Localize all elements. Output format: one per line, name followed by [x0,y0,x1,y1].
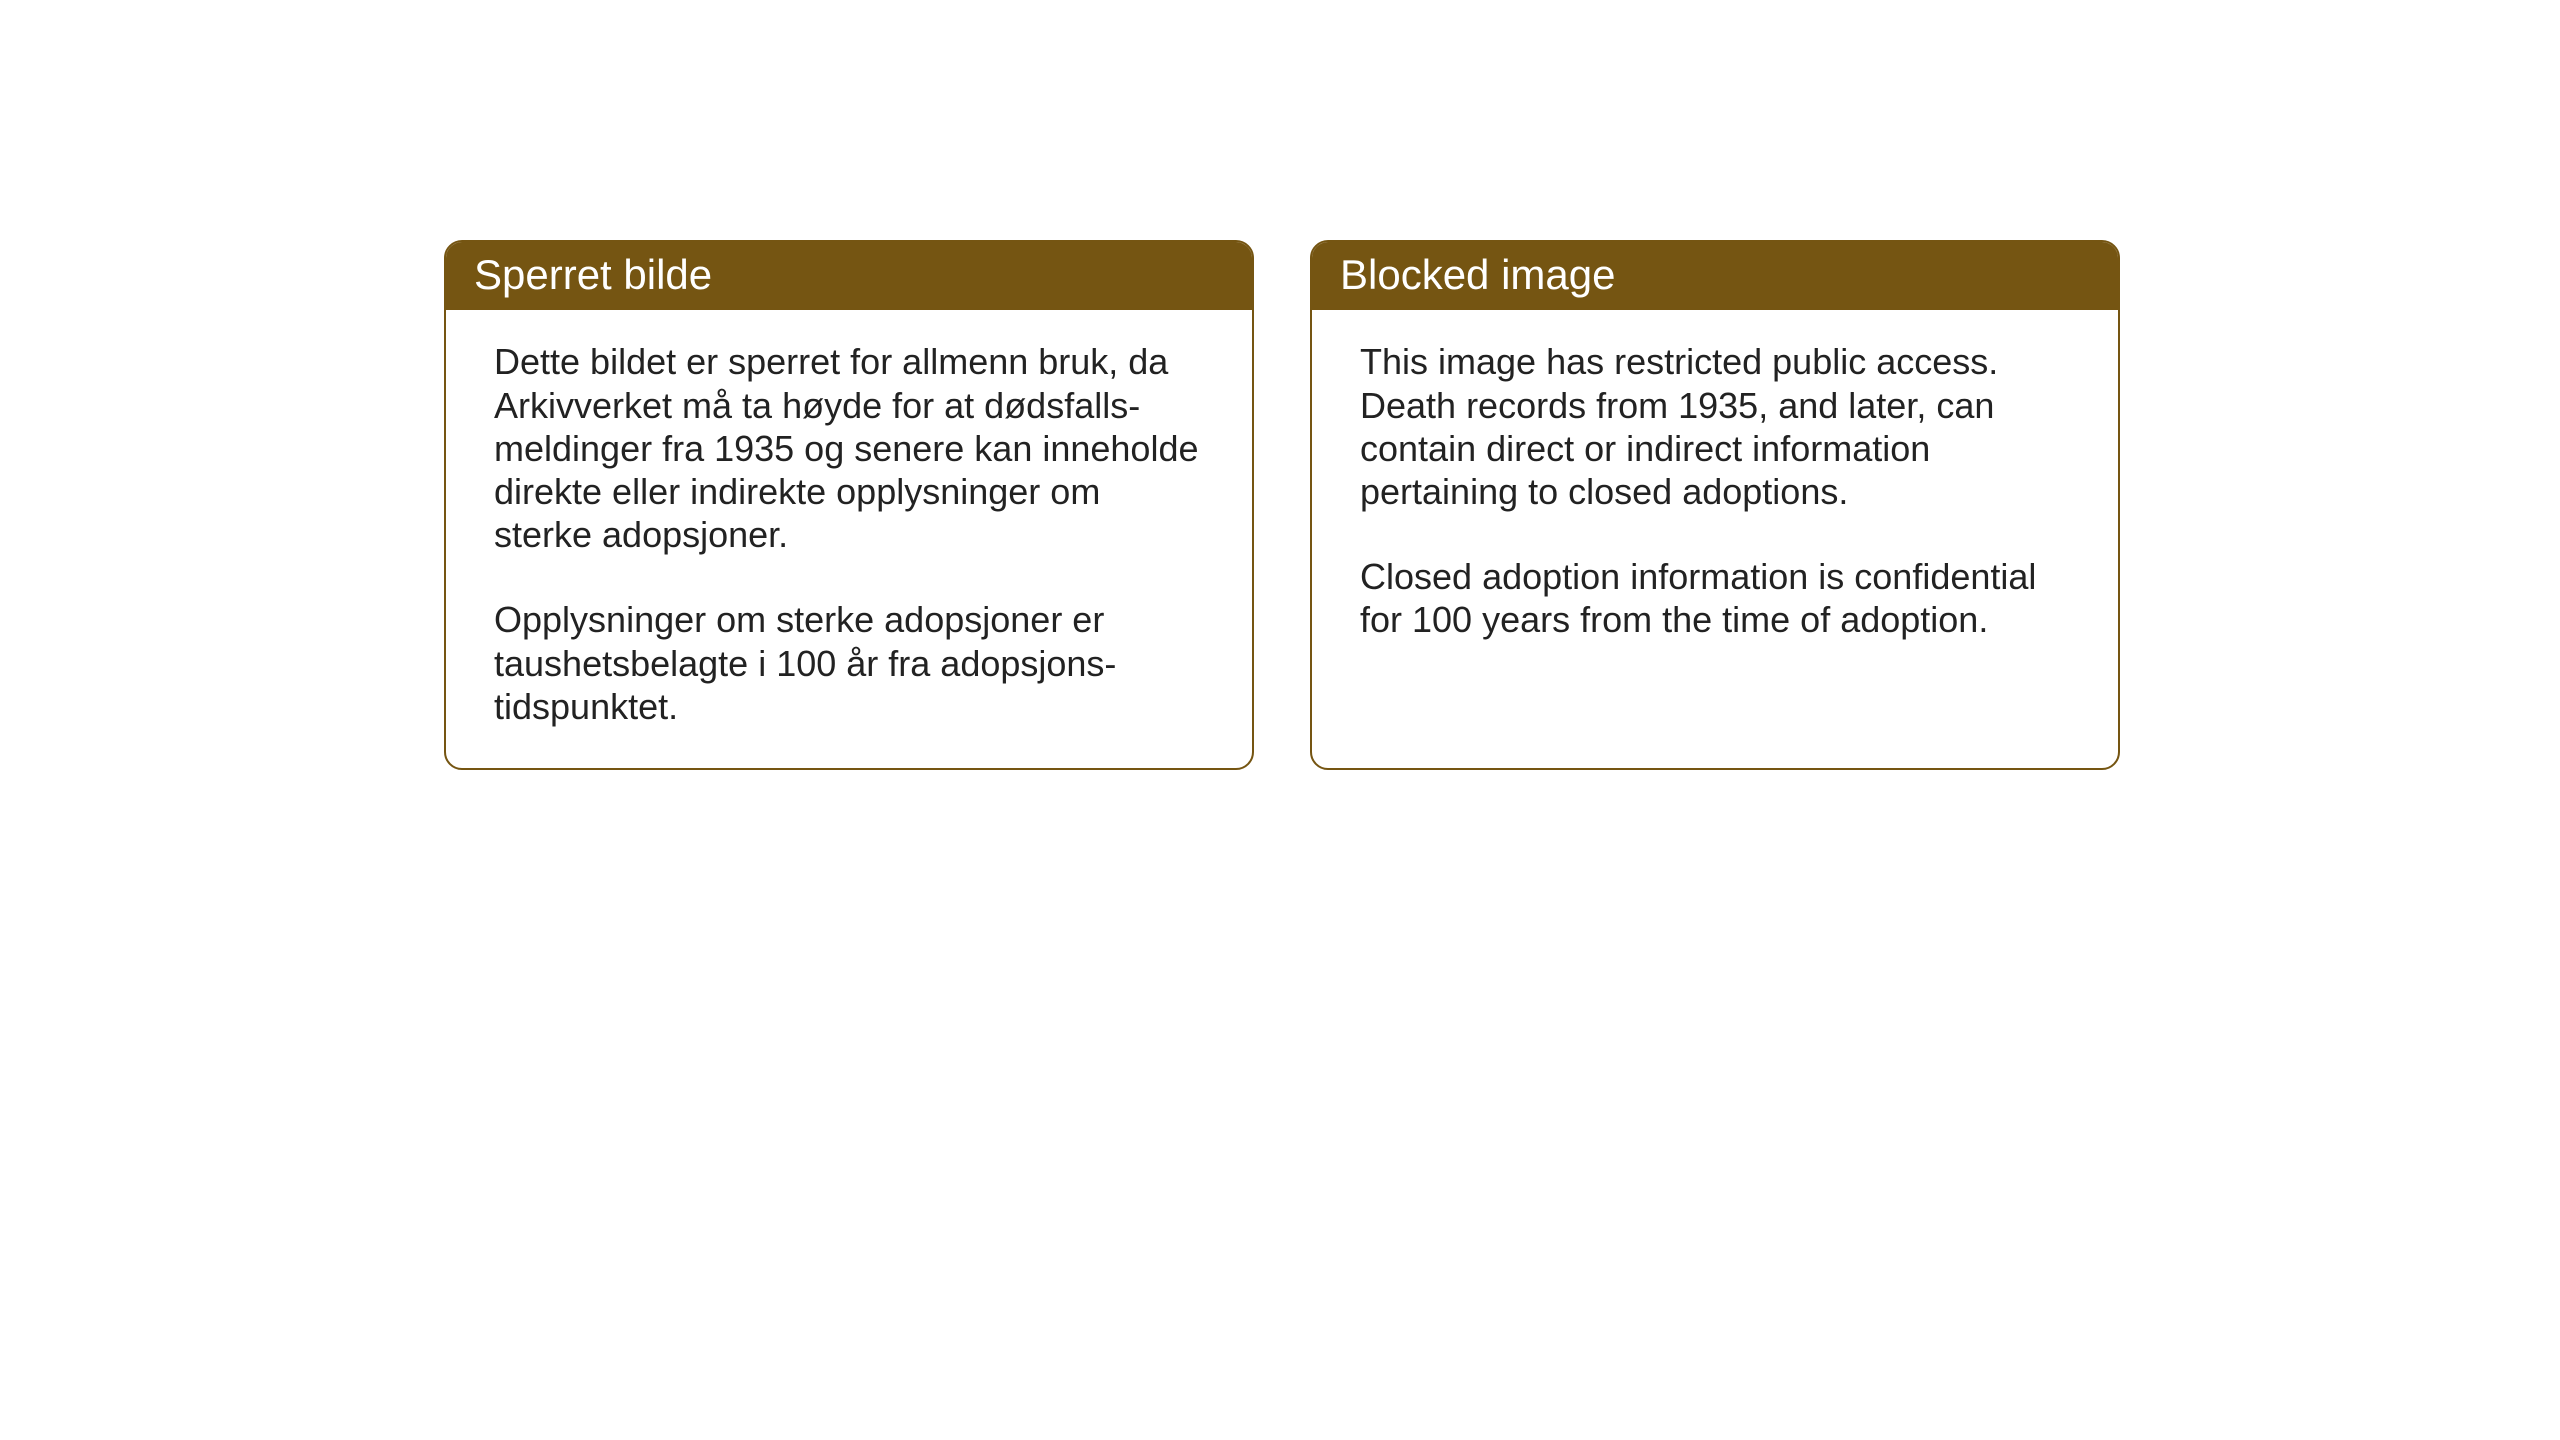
norwegian-card-title: Sperret bilde [446,242,1252,310]
norwegian-paragraph-2: Opplysninger om sterke adopsjoner er tau… [494,598,1204,728]
english-paragraph-1: This image has restricted public access.… [1360,340,2070,513]
english-card-body: This image has restricted public access.… [1312,310,2118,740]
norwegian-paragraph-1: Dette bildet er sperret for allmenn bruk… [494,340,1204,556]
english-paragraph-2: Closed adoption information is confident… [1360,555,2070,641]
english-card-title: Blocked image [1312,242,2118,310]
notice-container: Sperret bilde Dette bildet er sperret fo… [444,240,2120,770]
norwegian-notice-card: Sperret bilde Dette bildet er sperret fo… [444,240,1254,770]
english-notice-card: Blocked image This image has restricted … [1310,240,2120,770]
norwegian-card-body: Dette bildet er sperret for allmenn bruk… [446,310,1252,768]
